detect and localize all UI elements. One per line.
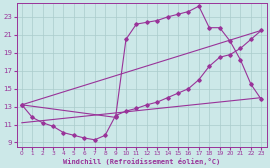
X-axis label: Windchill (Refroidissement éolien,°C): Windchill (Refroidissement éolien,°C): [63, 158, 220, 164]
